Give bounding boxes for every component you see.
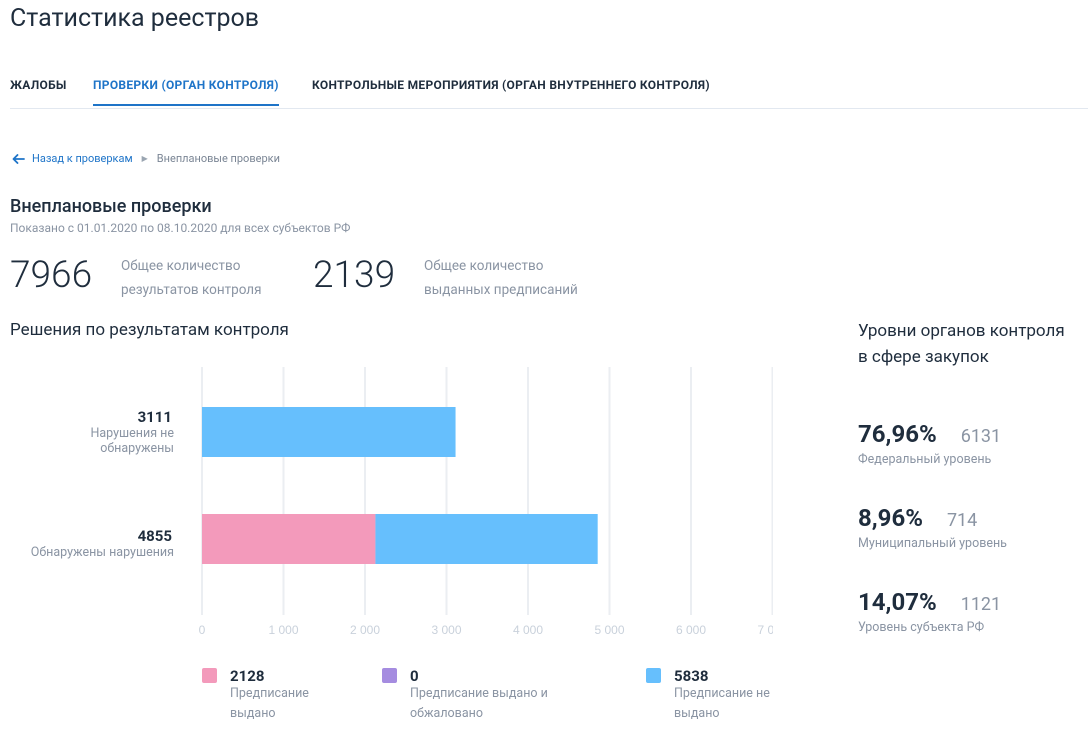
total-results-label-line2: результатов контроля	[121, 282, 262, 298]
level-percent: 76,96%	[858, 420, 937, 448]
levels-title-line1: Уровни органов контроля	[858, 321, 1065, 341]
arrow-left-icon	[12, 153, 25, 164]
total-orders-value: 2139	[313, 254, 396, 297]
chevron-right-icon: ▶	[141, 154, 148, 163]
level-percent: 8,96%	[858, 504, 923, 532]
total-orders-label-line2: выданных предписаний	[424, 282, 578, 298]
level-municipal: 8,96% 714 Муниципальный уровень	[858, 504, 1088, 551]
level-count: 6131	[960, 426, 1002, 447]
bar-segment[interactable]	[202, 407, 456, 457]
level-percent: 14,07%	[858, 588, 937, 616]
level-label: Федеральный уровень	[858, 452, 992, 467]
x-tick-label: 4 000	[513, 623, 543, 637]
breadcrumb-current: Внеплановые проверки	[156, 152, 280, 165]
x-tick-label: 2 000	[350, 623, 380, 637]
legend-label-line2: выдано	[674, 706, 720, 721]
x-tick-label: 3 000	[431, 623, 461, 637]
x-tick-label: 5 000	[594, 623, 624, 637]
legend-swatch	[382, 668, 397, 683]
bar-segment[interactable]	[375, 514, 598, 564]
category-label-line1: Обнаружены нарушения	[30, 545, 174, 560]
x-tick-label: 1 000	[268, 623, 298, 637]
category-no-violations: 3111 Нарушения не обнаружены	[2, 408, 174, 456]
level-federal: 76,96% 6131 Федеральный уровень	[858, 420, 1088, 467]
section-subtitle: Показано с 01.01.2020 по 08.10.2020 для …	[10, 221, 351, 235]
legend-label: Предписание выдано и обжаловано	[410, 684, 590, 724]
legend-value: 0	[410, 667, 419, 685]
tab-inspections[interactable]: ПРОВЕРКИ (ОРГАН КОНТРОЛЯ)	[93, 78, 279, 106]
legend-label-line2: обжаловано	[410, 706, 483, 721]
category-label-line1: Нарушения не	[90, 426, 174, 441]
legend-value: 2128	[230, 667, 265, 685]
level-label: Уровень субъекта РФ	[858, 620, 985, 635]
legend-label-line1: Предписание выдано и	[410, 686, 548, 701]
breadcrumb: Назад к проверкам ▶ Внеплановые проверки	[12, 152, 280, 165]
bar-segment[interactable]	[202, 514, 376, 564]
level-count: 1121	[960, 594, 1002, 615]
x-tick-label: 0	[199, 623, 206, 637]
legend-value: 5838	[674, 667, 709, 685]
legend-label-line1: Предписание	[230, 686, 309, 701]
section-title: Внеплановые проверки	[10, 196, 212, 217]
levels-title-line2: в сфере закупок	[858, 347, 989, 367]
legend-label-line2: выдано	[230, 706, 276, 721]
category-total: 4855	[137, 527, 172, 545]
level-count: 714	[946, 510, 978, 531]
total-results-value: 7966	[10, 254, 93, 297]
legend-swatch	[202, 668, 217, 683]
category-total: 3111	[137, 408, 172, 426]
total-orders-label-line1: Общее количество	[424, 258, 544, 274]
chart-title: Решения по результатам контроля	[10, 320, 289, 340]
tab-bar: ЖАЛОБЫ ПРОВЕРКИ (ОРГАН КОНТРОЛЯ) КОНТРОЛ…	[10, 68, 1088, 109]
tab-complaints[interactable]: ЖАЛОБЫ	[10, 78, 67, 92]
total-orders-label: Общее количество выданных предписаний	[424, 254, 578, 302]
chart-clip	[773, 365, 785, 640]
legend-label: Предписание не выдано	[674, 684, 824, 724]
tab-control-events[interactable]: КОНТРОЛЬНЫЕ МЕРОПРИЯТИЯ (ОРГАН ВНУТРЕННЕ…	[312, 78, 710, 92]
category-violations-found: 4855 Обнаружены нарушения	[2, 527, 174, 560]
legend-label-line1: Предписание не	[674, 686, 770, 701]
page-title: Статистика реестров	[10, 4, 260, 33]
total-results-label-line1: Общее количество	[121, 258, 241, 274]
level-label: Муниципальный уровень	[858, 536, 1007, 551]
total-results-label: Общее количество результатов контроля	[121, 254, 262, 302]
levels-title: Уровни органов контроля в сфере закупок	[858, 318, 1088, 370]
legend-swatch	[646, 668, 661, 683]
legend-label: Предписание выдано	[230, 684, 380, 724]
back-link[interactable]: Назад к проверкам	[12, 152, 133, 165]
back-link-label: Назад к проверкам	[32, 152, 133, 165]
category-label-line2: обнаружены	[100, 441, 174, 456]
x-tick-label: 6 000	[676, 623, 706, 637]
level-regional: 14,07% 1121 Уровень субъекта РФ	[858, 588, 1088, 635]
